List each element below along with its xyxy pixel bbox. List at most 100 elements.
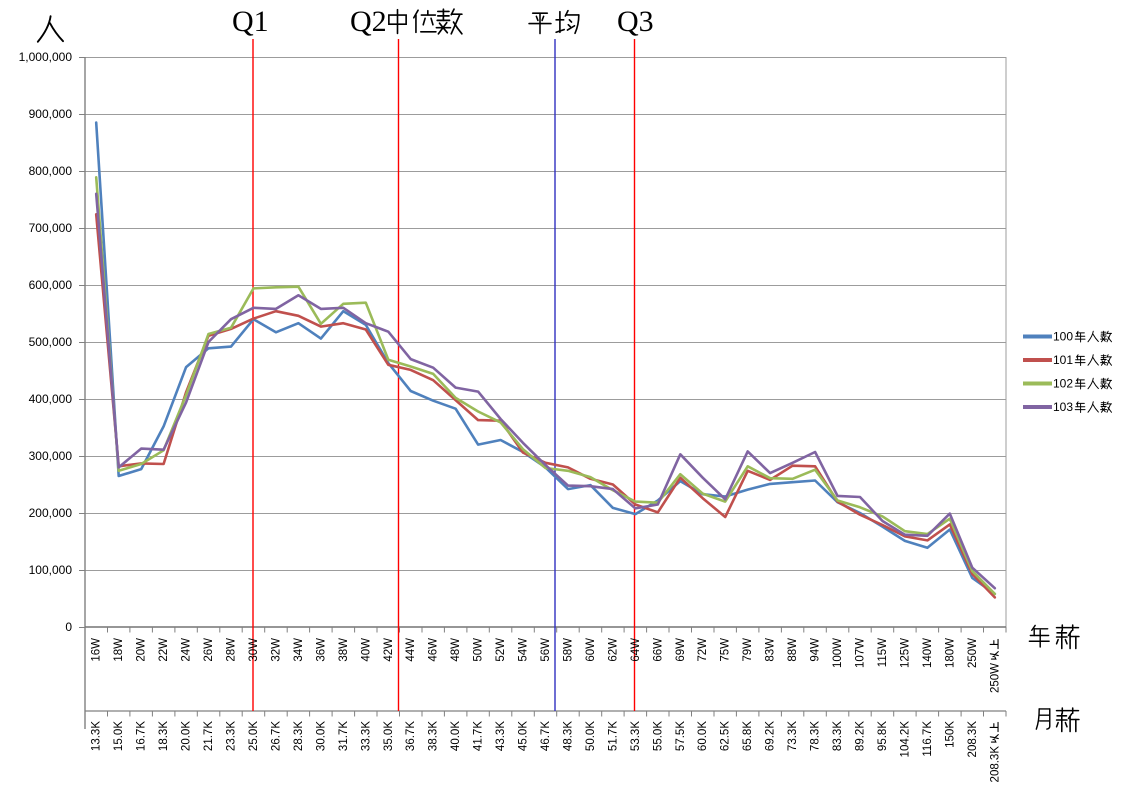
svg-text:40W: 40W bbox=[360, 638, 372, 662]
svg-text:69W: 69W bbox=[675, 638, 687, 662]
svg-text:250W: 250W bbox=[967, 638, 979, 668]
svg-text:88W: 88W bbox=[787, 638, 799, 662]
svg-text:115W: 115W bbox=[877, 638, 889, 667]
svg-text:83.3K: 83.3K bbox=[832, 721, 844, 751]
svg-text:75W: 75W bbox=[720, 638, 732, 662]
svg-text:116.7K: 116.7K bbox=[922, 721, 934, 757]
svg-text:40.0K: 40.0K bbox=[450, 721, 462, 751]
svg-text:43.3K: 43.3K bbox=[495, 721, 507, 751]
svg-text:20.0K: 20.0K bbox=[181, 721, 193, 751]
svg-text:60W: 60W bbox=[585, 638, 597, 662]
svg-text:69.2K: 69.2K bbox=[765, 721, 777, 751]
svg-text:94W: 94W bbox=[810, 638, 822, 662]
svg-text:62.5K: 62.5K bbox=[720, 721, 732, 751]
svg-text:38W: 38W bbox=[338, 638, 350, 662]
svg-text:28W: 28W bbox=[226, 638, 238, 662]
svg-text:18W: 18W bbox=[113, 638, 125, 662]
svg-text:400,000: 400,000 bbox=[29, 392, 73, 406]
svg-text:50W: 50W bbox=[473, 638, 485, 662]
svg-text:26.7K: 26.7K bbox=[270, 721, 282, 751]
svg-text:73.3K: 73.3K bbox=[787, 721, 799, 751]
svg-text:107W: 107W bbox=[855, 638, 867, 668]
svg-text:33.3K: 33.3K bbox=[360, 721, 372, 751]
svg-text:1,000,000: 1,000,000 bbox=[19, 50, 73, 64]
svg-text:64W: 64W bbox=[630, 638, 642, 662]
svg-text:13.3K: 13.3K bbox=[91, 721, 103, 751]
svg-text:41.7K: 41.7K bbox=[473, 721, 485, 751]
svg-text:46W: 46W bbox=[428, 638, 440, 662]
svg-text:180W: 180W bbox=[944, 638, 956, 668]
svg-text:102: 102 bbox=[1053, 377, 1073, 391]
svg-text:35.0K: 35.0K bbox=[383, 721, 395, 751]
svg-text:34W: 34W bbox=[293, 638, 305, 662]
svg-text:500,000: 500,000 bbox=[29, 335, 73, 349]
svg-text:100,000: 100,000 bbox=[29, 563, 73, 577]
svg-text:51.7K: 51.7K bbox=[607, 721, 619, 751]
svg-text:62W: 62W bbox=[607, 638, 619, 662]
svg-text:38.3K: 38.3K bbox=[428, 721, 440, 751]
svg-text:Q3: Q3 bbox=[617, 5, 654, 38]
svg-text:15.0K: 15.0K bbox=[113, 721, 125, 751]
svg-text:54W: 54W bbox=[518, 638, 530, 662]
svg-text:55.0K: 55.0K bbox=[652, 721, 664, 751]
svg-text:16W: 16W bbox=[91, 638, 103, 662]
svg-text:Q1: Q1 bbox=[232, 5, 269, 38]
svg-text:21.7K: 21.7K bbox=[203, 721, 215, 751]
svg-text:60.0K: 60.0K bbox=[697, 721, 709, 751]
svg-text:26W: 26W bbox=[203, 638, 215, 662]
svg-text:25.0K: 25.0K bbox=[248, 721, 260, 751]
svg-text:46.7K: 46.7K bbox=[540, 721, 552, 751]
svg-text:200,000: 200,000 bbox=[29, 506, 73, 520]
svg-text:700,000: 700,000 bbox=[29, 221, 73, 235]
svg-text:48W: 48W bbox=[450, 638, 462, 662]
svg-text:30W: 30W bbox=[248, 638, 260, 662]
svg-text:101: 101 bbox=[1053, 353, 1073, 367]
svg-text:32W: 32W bbox=[270, 638, 282, 662]
svg-text:83W: 83W bbox=[765, 638, 777, 662]
svg-text:31.7K: 31.7K bbox=[338, 721, 350, 751]
svg-text:48.3K: 48.3K bbox=[563, 721, 575, 751]
svg-text:140W: 140W bbox=[922, 638, 934, 668]
svg-text:36.7K: 36.7K bbox=[405, 721, 417, 751]
svg-text:36W: 36W bbox=[315, 638, 327, 662]
svg-text:52W: 52W bbox=[495, 638, 507, 662]
svg-text:16.7K: 16.7K bbox=[136, 721, 148, 751]
svg-text:24W: 24W bbox=[181, 638, 193, 662]
svg-text:Q2: Q2 bbox=[350, 5, 387, 38]
svg-text:66W: 66W bbox=[652, 638, 664, 662]
svg-text:20W: 20W bbox=[136, 638, 148, 662]
svg-text:22W: 22W bbox=[158, 638, 170, 662]
svg-text:100: 100 bbox=[1053, 330, 1073, 344]
svg-text:103: 103 bbox=[1053, 400, 1073, 414]
svg-text:250W: 250W bbox=[989, 663, 1001, 693]
svg-text:56W: 56W bbox=[540, 638, 552, 662]
svg-text:50.0K: 50.0K bbox=[585, 721, 597, 751]
svg-text:208.3K: 208.3K bbox=[967, 721, 979, 758]
svg-text:600,000: 600,000 bbox=[29, 278, 73, 292]
svg-text:900,000: 900,000 bbox=[29, 107, 73, 121]
svg-text:42W: 42W bbox=[383, 638, 395, 662]
svg-text:44W: 44W bbox=[405, 638, 417, 662]
svg-text:28.3K: 28.3K bbox=[293, 721, 305, 751]
svg-text:78.3K: 78.3K bbox=[810, 721, 822, 751]
svg-text:0: 0 bbox=[65, 620, 72, 634]
svg-text:72W: 72W bbox=[697, 638, 709, 662]
svg-text:95.8K: 95.8K bbox=[877, 721, 889, 751]
svg-text:125W: 125W bbox=[899, 638, 911, 668]
svg-text:89.2K: 89.2K bbox=[855, 721, 867, 751]
svg-text:300,000: 300,000 bbox=[29, 449, 73, 463]
svg-text:23.3K: 23.3K bbox=[226, 721, 238, 751]
svg-text:100W: 100W bbox=[832, 638, 844, 668]
svg-text:57.5K: 57.5K bbox=[675, 721, 687, 751]
svg-text:208.3K: 208.3K bbox=[989, 746, 1001, 783]
svg-text:58W: 58W bbox=[563, 638, 575, 662]
svg-text:18.3K: 18.3K bbox=[158, 721, 170, 751]
svg-text:79W: 79W bbox=[742, 638, 754, 662]
svg-text:65.8K: 65.8K bbox=[742, 721, 754, 751]
svg-text:53.3K: 53.3K bbox=[630, 721, 642, 751]
svg-text:30.0K: 30.0K bbox=[315, 721, 327, 751]
svg-text:104.2K: 104.2K bbox=[899, 721, 911, 758]
svg-text:150K: 150K bbox=[944, 721, 956, 748]
svg-text:800,000: 800,000 bbox=[29, 164, 73, 178]
svg-text:45.0K: 45.0K bbox=[518, 721, 530, 751]
